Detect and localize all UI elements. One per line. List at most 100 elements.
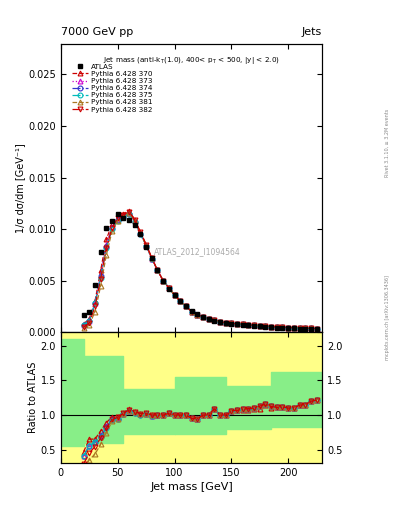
ATLAS: [127, 217, 131, 223]
Pythia 6.428 374: [155, 267, 160, 273]
Pythia 6.428 373: [235, 321, 239, 327]
Pythia 6.428 382: [87, 320, 92, 326]
Pythia 6.428 370: [81, 321, 86, 327]
Pythia 6.428 370: [314, 326, 319, 332]
Pythia 6.428 370: [138, 229, 143, 235]
ATLAS: [93, 282, 97, 288]
Pythia 6.428 375: [144, 243, 149, 249]
Line: Pythia 6.428 373: Pythia 6.428 373: [81, 210, 319, 331]
Pythia 6.428 381: [309, 326, 313, 332]
Pythia 6.428 381: [223, 320, 228, 326]
Pythia 6.428 382: [98, 275, 103, 282]
X-axis label: Jet mass [GeV]: Jet mass [GeV]: [150, 482, 233, 493]
Pythia 6.428 382: [257, 323, 262, 329]
Pythia 6.428 375: [149, 256, 154, 262]
Pythia 6.428 373: [81, 322, 86, 328]
Pythia 6.428 374: [206, 316, 211, 322]
Pythia 6.428 374: [235, 321, 239, 327]
Pythia 6.428 374: [93, 300, 97, 306]
Pythia 6.428 374: [138, 231, 143, 237]
ATLAS: [223, 320, 228, 326]
ATLAS: [297, 326, 302, 332]
Pythia 6.428 381: [195, 312, 200, 318]
Pythia 6.428 375: [155, 267, 160, 273]
Pythia 6.428 375: [206, 316, 211, 322]
Pythia 6.428 381: [98, 283, 103, 289]
Pythia 6.428 370: [155, 267, 160, 273]
Pythia 6.428 374: [241, 321, 245, 327]
Pythia 6.428 370: [246, 322, 251, 328]
Pythia 6.428 375: [235, 321, 239, 327]
Pythia 6.428 374: [178, 298, 183, 304]
Pythia 6.428 373: [309, 326, 313, 332]
Pythia 6.428 374: [292, 325, 296, 331]
Pythia 6.428 375: [127, 210, 131, 217]
Y-axis label: Ratio to ATLAS: Ratio to ATLAS: [28, 362, 38, 434]
Pythia 6.428 370: [206, 316, 211, 322]
ATLAS: [309, 326, 313, 332]
Pythia 6.428 373: [184, 303, 188, 309]
Pythia 6.428 375: [116, 218, 120, 224]
Pythia 6.428 382: [229, 321, 234, 327]
Pythia 6.428 373: [292, 325, 296, 331]
Pythia 6.428 373: [246, 322, 251, 328]
Pythia 6.428 370: [286, 325, 290, 331]
Pythia 6.428 373: [144, 243, 149, 249]
Pythia 6.428 370: [149, 255, 154, 261]
ATLAS: [303, 326, 308, 332]
Pythia 6.428 375: [178, 298, 183, 304]
Pythia 6.428 381: [286, 325, 290, 331]
Pythia 6.428 373: [161, 278, 165, 284]
ATLAS: [87, 308, 92, 314]
Pythia 6.428 374: [161, 278, 165, 284]
Line: Pythia 6.428 375: Pythia 6.428 375: [81, 211, 319, 331]
Pythia 6.428 374: [246, 322, 251, 328]
Pythia 6.428 381: [132, 218, 137, 224]
Pythia 6.428 381: [218, 319, 222, 325]
Pythia 6.428 382: [116, 215, 120, 221]
ATLAS: [212, 318, 217, 324]
Pythia 6.428 373: [138, 230, 143, 236]
Pythia 6.428 382: [286, 325, 290, 331]
Pythia 6.428 374: [149, 256, 154, 262]
Pythia 6.428 382: [110, 225, 114, 231]
Pythia 6.428 370: [309, 326, 313, 332]
Pythia 6.428 382: [297, 325, 302, 331]
Pythia 6.428 370: [212, 317, 217, 323]
Pythia 6.428 381: [116, 218, 120, 224]
Pythia 6.428 381: [200, 314, 205, 320]
Pythia 6.428 374: [87, 318, 92, 324]
Pythia 6.428 381: [81, 325, 86, 331]
Pythia 6.428 382: [195, 312, 200, 318]
Pythia 6.428 381: [257, 323, 262, 329]
Pythia 6.428 374: [223, 320, 228, 326]
ATLAS: [178, 298, 183, 304]
Pythia 6.428 373: [303, 325, 308, 331]
Pythia 6.428 382: [184, 303, 188, 309]
Pythia 6.428 374: [195, 312, 200, 318]
Pythia 6.428 374: [172, 292, 177, 298]
Pythia 6.428 375: [121, 214, 126, 220]
ATLAS: [218, 319, 222, 325]
ATLAS: [292, 325, 296, 331]
Pythia 6.428 375: [98, 274, 103, 281]
Pythia 6.428 381: [93, 308, 97, 314]
Pythia 6.428 381: [149, 255, 154, 261]
Legend: ATLAS, Pythia 6.428 370, Pythia 6.428 373, Pythia 6.428 374, Pythia 6.428 375, P: ATLAS, Pythia 6.428 370, Pythia 6.428 37…: [70, 61, 154, 115]
Pythia 6.428 370: [274, 324, 279, 330]
Text: Rivet 3.1.10, ≥ 3.2M events: Rivet 3.1.10, ≥ 3.2M events: [385, 109, 389, 178]
Pythia 6.428 373: [189, 308, 194, 314]
ATLAS: [246, 323, 251, 329]
ATLAS: [200, 314, 205, 320]
Pythia 6.428 381: [292, 325, 296, 331]
Pythia 6.428 370: [161, 278, 165, 284]
Pythia 6.428 370: [132, 217, 137, 223]
Pythia 6.428 375: [167, 285, 171, 291]
Pythia 6.428 375: [81, 322, 86, 328]
Pythia 6.428 370: [303, 325, 308, 331]
Pythia 6.428 374: [257, 323, 262, 329]
Pythia 6.428 374: [104, 244, 109, 250]
Pythia 6.428 375: [189, 308, 194, 314]
Pythia 6.428 373: [263, 323, 268, 329]
Pythia 6.428 381: [229, 321, 234, 327]
